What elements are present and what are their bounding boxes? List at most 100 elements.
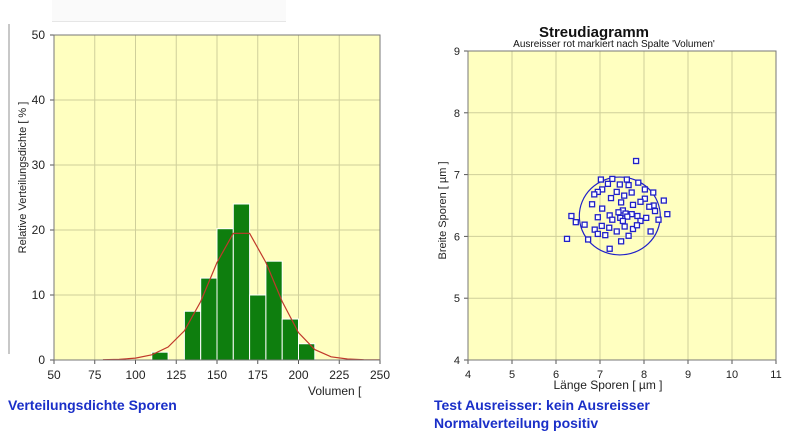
- left-divider: [8, 24, 10, 354]
- scatter-y-tick-label: 8: [454, 108, 460, 120]
- scatter-point: [617, 238, 625, 245]
- hist-bar: [249, 294, 267, 361]
- scatter-point: [650, 189, 657, 196]
- scatter-point: [609, 175, 616, 183]
- scatter-point: [634, 212, 641, 220]
- scatter-y-tick-label: 7: [454, 170, 460, 182]
- hist-plot-frame: [53, 34, 381, 361]
- hist-y-tick-label: 40: [32, 93, 46, 107]
- scatter-point: [651, 207, 659, 215]
- scatter-point: [594, 214, 601, 221]
- hist-bar: [183, 310, 202, 361]
- scatter-point: [598, 222, 605, 230]
- scatter-point: [581, 221, 588, 228]
- scatter-x-tick-label: 6: [553, 369, 559, 381]
- scatter-point: [625, 181, 632, 189]
- scatter-point: [594, 230, 601, 238]
- hist-x-tick-label: 75: [88, 368, 102, 382]
- scatter-point: [633, 222, 641, 229]
- scatter-point: [637, 198, 644, 205]
- hist-bar: [232, 203, 251, 361]
- scatter-y-tick-label: 9: [454, 46, 460, 58]
- scatter-title: Streudiagramm: [539, 24, 649, 41]
- scatter-point: [646, 203, 653, 210]
- scatter-x-tick-label: 11: [770, 369, 781, 381]
- hist-y-tick-label: 0: [38, 353, 45, 367]
- scatter-x-tick-label: 7: [597, 369, 603, 381]
- caption-outlier-test: Test Ausreisser: kein Ausreisser: [434, 397, 650, 413]
- hist-y-tick-label: 20: [32, 223, 46, 237]
- scatter-point: [572, 219, 579, 226]
- scatter-y-axis-label: Breite Sporen [ µm ]: [437, 161, 449, 259]
- scatter-point: [615, 209, 622, 216]
- hist-y-axis-label: Relative Verteilungsdichte [ % ]: [17, 102, 29, 254]
- scatter-x-tick-label: 10: [726, 369, 738, 381]
- hist-x-tick-label: 50: [47, 368, 61, 382]
- scatter-point: [588, 201, 596, 208]
- scatter-point: [602, 232, 609, 239]
- scatter-point: [606, 245, 613, 252]
- hist-x-tick-label: 125: [166, 368, 186, 382]
- hist-x-tick-label: 175: [248, 368, 268, 382]
- scatter-plot-frame: [467, 50, 777, 361]
- hist-bar: [265, 260, 283, 361]
- scatter-point: [584, 236, 592, 243]
- scatter-point: [606, 224, 613, 231]
- scatter-point: [613, 188, 620, 196]
- scatter-point: [617, 199, 625, 206]
- scatter-x-axis-label: Länge Sporen [ µm ]: [554, 378, 663, 392]
- hist-bar: [298, 343, 316, 361]
- hist-x-tick-label: 100: [125, 368, 145, 382]
- scatter-point: [641, 186, 649, 193]
- scatter-point: [628, 189, 635, 196]
- scatter-y-tick-label: 6: [454, 231, 460, 243]
- scatter-point: [635, 179, 642, 186]
- scatter-x-tick-label: 9: [685, 369, 691, 381]
- scatter-point: [660, 197, 667, 204]
- scatter-subtitle: Ausreisser rot markiert nach Spalte 'Vol…: [513, 39, 715, 50]
- hist-x-tick-label: 150: [207, 368, 227, 382]
- scatter-point: [591, 191, 598, 198]
- scatter-point: [597, 176, 605, 183]
- scatter-point: [625, 232, 632, 239]
- scatter-x-tick-label: 4: [465, 369, 471, 381]
- scatter-point: [604, 180, 612, 188]
- scatter-point: [629, 225, 637, 233]
- scatter-point: [629, 201, 637, 209]
- scatter-y-tick-label: 4: [454, 355, 460, 367]
- scatter-x-tick-label: 5: [509, 369, 515, 381]
- scatter-point: [563, 235, 571, 243]
- scatter-point: [599, 205, 606, 212]
- scatter-point: [607, 194, 615, 202]
- toolbar-strip: [52, 0, 286, 22]
- scatter-confidence-ellipse: [578, 176, 661, 256]
- scatter-point: [621, 192, 628, 199]
- scatter-point: [619, 217, 627, 225]
- scatter-point: [624, 213, 631, 220]
- scatter-point: [568, 212, 575, 220]
- scatter-point: [664, 211, 671, 218]
- hist-bar: [281, 318, 300, 361]
- scatter-y-tick-label: 5: [454, 293, 460, 305]
- hist-x-tick-label: 250: [370, 368, 390, 382]
- scatter-point: [655, 216, 662, 223]
- hist-x-tick-label: 225: [329, 368, 349, 382]
- scatter-point: [623, 176, 630, 183]
- hist-x-tick-label: 200: [288, 368, 308, 382]
- caption-normality: Normalverteilung positiv: [434, 415, 599, 431]
- scatter-point: [643, 214, 650, 222]
- scatter-point: [609, 216, 616, 223]
- scatter-point: [621, 223, 628, 230]
- scatter-x-tick-label: 8: [641, 369, 647, 381]
- scatter-point: [637, 217, 644, 225]
- scatter-point: [613, 228, 620, 235]
- hist-density-curve: [102, 232, 381, 361]
- hist-y-tick-label: 10: [32, 288, 46, 302]
- caption-distribution: Verteilungsdichte Sporen: [8, 397, 177, 413]
- hist-x-axis-label: Volumen [: [308, 384, 362, 398]
- scatter-point: [647, 228, 654, 235]
- hist-y-tick-label: 30: [32, 158, 46, 172]
- scatter-point: [616, 181, 623, 188]
